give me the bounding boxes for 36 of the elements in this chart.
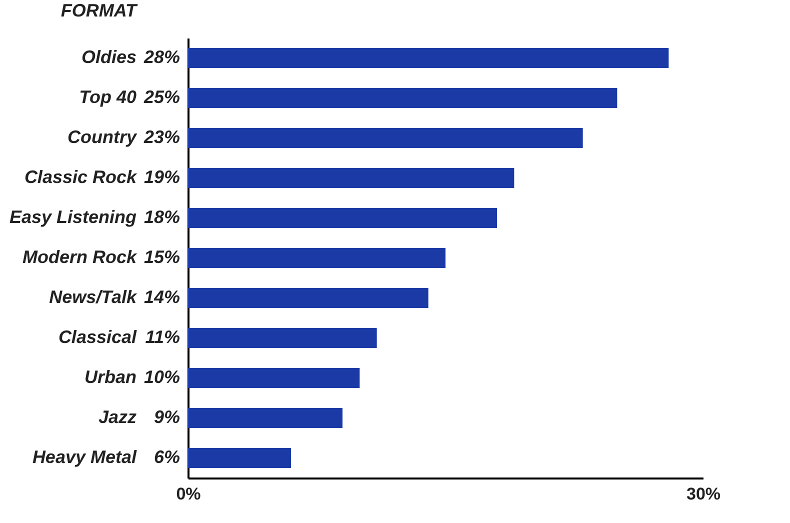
data-label: 23% [142,127,180,147]
x-tick-label: 0% [176,484,201,504]
y-tick-label: Classic Rock [24,167,138,187]
data-label: 6% [154,447,180,467]
bar [188,408,342,428]
y-tick-label: Top 40 [79,87,136,107]
bar [188,448,291,468]
data-label: 18% [144,207,180,227]
y-tick-label: Heavy Metal [32,447,138,467]
data-label: 10% [144,367,180,387]
bar [188,88,618,108]
x-tick-label: 30% [686,484,721,504]
data-label: 14% [144,287,180,307]
y-tick-label: Easy Listening [9,207,136,227]
bar [188,128,583,148]
bar [188,368,360,388]
y-tick-label: Classical [58,327,138,347]
bar [188,248,446,268]
y-tick-label: Oldies [81,47,136,67]
data-label: 19% [144,167,180,187]
y-tick-label: Country [68,127,138,147]
y-tick-label: News/Talk [49,287,138,307]
data-label: 9% [154,407,180,427]
bar [188,168,514,188]
data-label: 25% [142,87,180,107]
y-tick-label: Modern Rock [22,247,138,267]
y-axis-title: FORMAT [60,0,138,20]
data-label: 15% [144,247,180,267]
bar [188,48,669,68]
y-tick-label: Jazz [98,407,136,427]
bar [188,328,377,348]
bar [188,288,428,308]
bar [188,208,497,228]
y-tick-label: Urban [84,367,136,387]
data-label: 11% [145,327,180,347]
data-label: 28% [142,47,180,67]
